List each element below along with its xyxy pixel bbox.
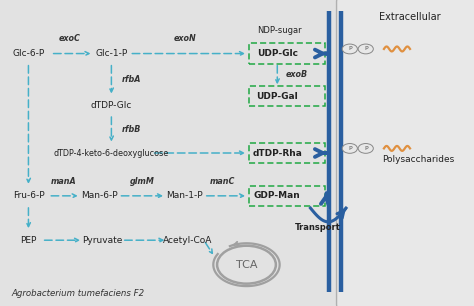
Text: dTDP-Rha: dTDP-Rha xyxy=(252,148,302,158)
Text: rfbB: rfbB xyxy=(122,125,141,134)
Text: Fru-6-P: Fru-6-P xyxy=(13,191,44,200)
Text: exoB: exoB xyxy=(286,70,308,80)
Text: P: P xyxy=(348,146,352,151)
Text: Pyruvate: Pyruvate xyxy=(82,236,122,245)
Text: Acetyl-CoA: Acetyl-CoA xyxy=(163,236,212,245)
Circle shape xyxy=(358,44,374,54)
Circle shape xyxy=(217,246,276,284)
Text: Polysaccharides: Polysaccharides xyxy=(382,155,454,164)
Circle shape xyxy=(342,44,357,54)
Text: PEP: PEP xyxy=(20,236,36,245)
FancyBboxPatch shape xyxy=(337,0,474,306)
Text: Agrobacterium tumefaciens F2: Agrobacterium tumefaciens F2 xyxy=(12,289,145,298)
Text: Man-6-P: Man-6-P xyxy=(81,191,118,200)
Text: NDP-sugar: NDP-sugar xyxy=(257,26,302,35)
Text: exoC: exoC xyxy=(59,34,81,43)
Text: exoN: exoN xyxy=(174,34,197,43)
Text: dTDP-Glc: dTDP-Glc xyxy=(91,101,132,110)
Text: P: P xyxy=(364,146,367,151)
Text: glmM: glmM xyxy=(130,177,155,186)
Circle shape xyxy=(342,144,357,153)
Text: Extracellular: Extracellular xyxy=(379,12,441,22)
Text: Glc-1-P: Glc-1-P xyxy=(95,49,128,58)
Text: rfbA: rfbA xyxy=(121,75,141,84)
Text: manA: manA xyxy=(51,177,77,186)
Text: Transport: Transport xyxy=(295,223,340,233)
Text: manC: manC xyxy=(210,177,235,186)
Text: UDP-Gal: UDP-Gal xyxy=(256,92,298,101)
Text: Man-1-P: Man-1-P xyxy=(166,191,203,200)
Text: UDP-Glc: UDP-Glc xyxy=(257,49,298,58)
Text: dTDP-4-keto-6-deoxyglucose: dTDP-4-keto-6-deoxyglucose xyxy=(54,148,169,158)
Text: TCA: TCA xyxy=(236,260,257,270)
Text: Glc-6-P: Glc-6-P xyxy=(12,49,45,58)
Circle shape xyxy=(358,144,374,153)
Text: P: P xyxy=(364,47,367,51)
Text: P: P xyxy=(348,47,352,51)
Text: GDP-Man: GDP-Man xyxy=(254,191,301,200)
